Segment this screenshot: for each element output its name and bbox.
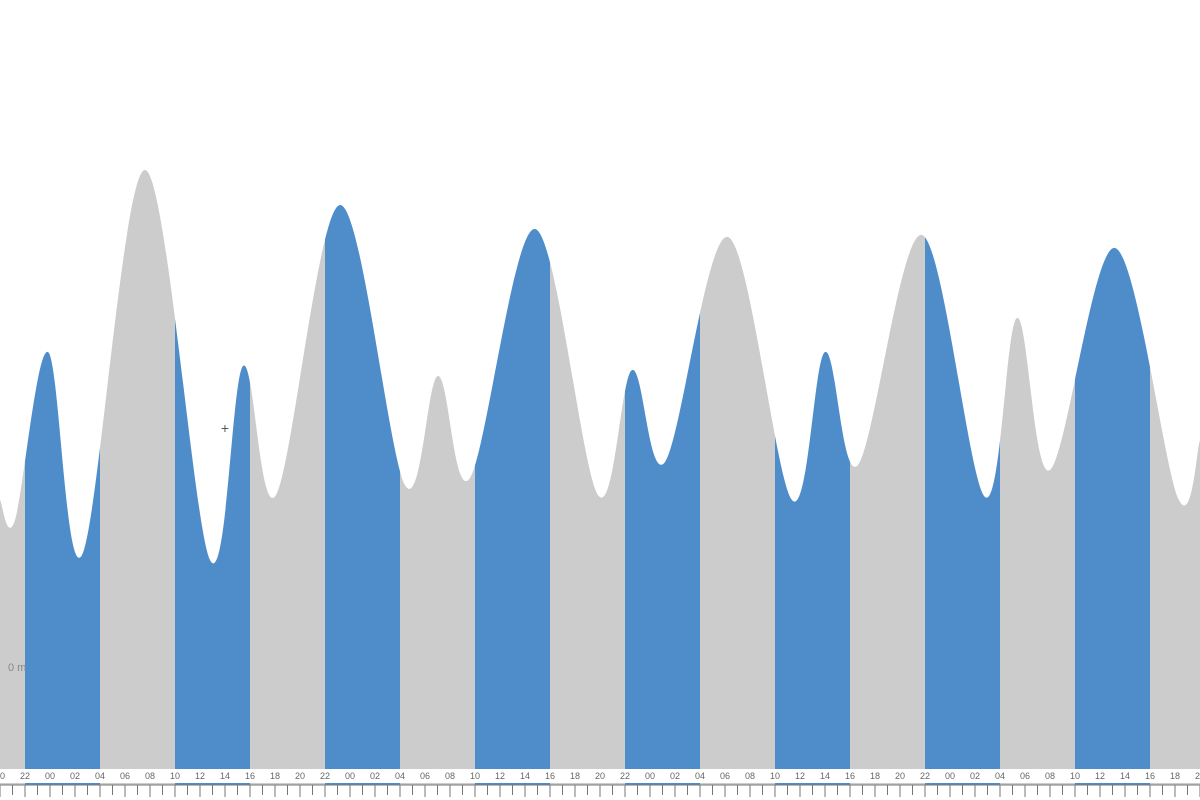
hour-label: 08 [445, 771, 455, 781]
hour-label: 04 [995, 771, 1005, 781]
hour-label: 18 [270, 771, 280, 781]
hour-label: 10 [170, 771, 180, 781]
hour-label: 06 [720, 771, 730, 781]
hour-label: 10 [1070, 771, 1080, 781]
hour-label: 18 [1170, 771, 1180, 781]
hour-label: 02 [370, 771, 380, 781]
hour-label: 16 [245, 771, 255, 781]
hour-label: 02 [70, 771, 80, 781]
hour-label: 10 [770, 771, 780, 781]
hour-label: 22 [20, 771, 30, 781]
hour-label: 00 [45, 771, 55, 781]
hour-label: 00 [345, 771, 355, 781]
hour-label: 20 [895, 771, 905, 781]
hour-label: 12 [195, 771, 205, 781]
hour-label: 16 [845, 771, 855, 781]
hour-label: 20 [295, 771, 305, 781]
hour-label: 14 [820, 771, 830, 781]
hour-label: 06 [120, 771, 130, 781]
hour-label: 02 [670, 771, 680, 781]
hour-label: 08 [145, 771, 155, 781]
hour-label: 08 [745, 771, 755, 781]
hour-label: 10 [470, 771, 480, 781]
hour-label: 02 [970, 771, 980, 781]
hour-label: 20 [0, 771, 5, 781]
zero-meter-label: 0 m [8, 662, 26, 674]
cross-marker: + [221, 420, 229, 436]
hour-label: 12 [495, 771, 505, 781]
hour-label: 08 [1045, 771, 1055, 781]
hour-label: 18 [870, 771, 880, 781]
hour-label: 04 [695, 771, 705, 781]
hour-label: 04 [95, 771, 105, 781]
hour-label: 20 [595, 771, 605, 781]
hour-label: 00 [645, 771, 655, 781]
hour-label: 06 [1020, 771, 1030, 781]
hour-label: 14 [220, 771, 230, 781]
hour-label: 22 [320, 771, 330, 781]
tide-chart-svg [0, 0, 1200, 800]
hour-label: 14 [1120, 771, 1130, 781]
hour-label: 16 [545, 771, 555, 781]
hour-label: 12 [1095, 771, 1105, 781]
hour-label: 06 [420, 771, 430, 781]
hour-label: 18 [570, 771, 580, 781]
hour-label: 04 [395, 771, 405, 781]
hour-label: 00 [945, 771, 955, 781]
hour-label: 22 [620, 771, 630, 781]
hour-label: 12 [795, 771, 805, 781]
hour-label: 20 [1195, 771, 1200, 781]
hour-label: 16 [1145, 771, 1155, 781]
hour-label: 14 [520, 771, 530, 781]
hour-label: 22 [920, 771, 930, 781]
